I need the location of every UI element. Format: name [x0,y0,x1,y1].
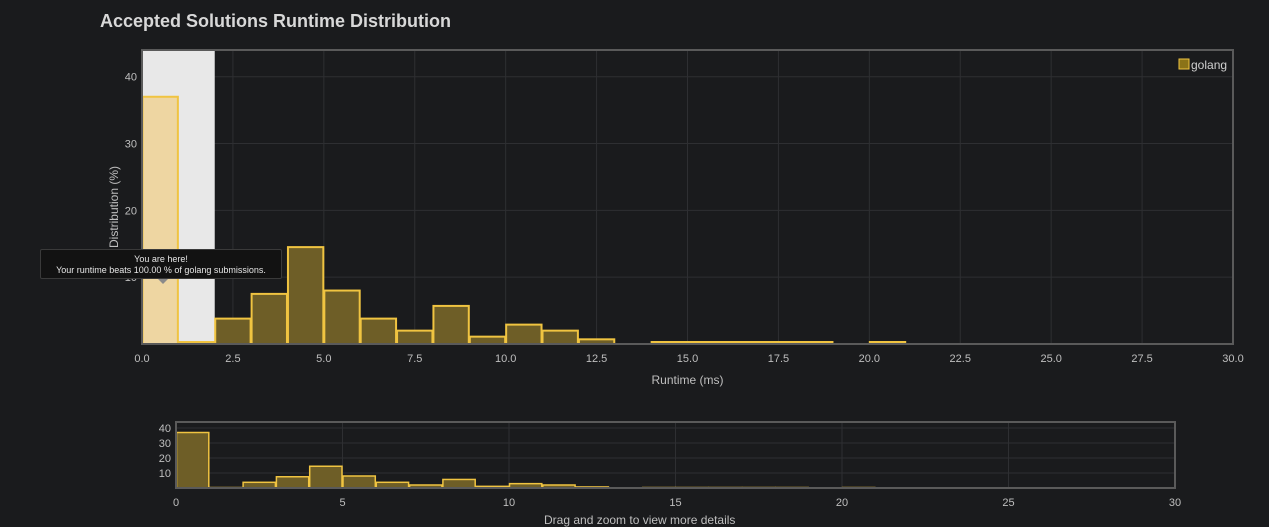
main-bar-8-9ms[interactable] [432,304,470,345]
x-tick-label: 30 [1169,497,1181,509]
x-tick-label: 20 [836,497,848,509]
main-bar-3-4ms[interactable] [250,292,288,345]
main-x-tick-labels: 0.0 2.5 5.0 7.5 10.0 12.5 15.0 17.5 20.0 22.5 25.0… [134,353,1243,365]
navigator-bar-5-6ms[interactable] [342,475,377,489]
main-bar-4-5ms[interactable] [286,246,325,345]
y-tick-label: 40 [125,72,137,84]
x-tick-label: 10 [503,497,515,509]
y-tick-label: 10 [159,468,171,480]
tooltip-heading: You are here! [134,254,188,264]
main-bar-11-12ms[interactable] [541,329,579,345]
x-tick-label: 22.5 [950,353,971,365]
x-tick-label: 27.5 [1131,353,1152,365]
x-tick-label: 20.0 [859,353,880,365]
x-tick-label: 2.5 [225,353,240,365]
main-bar-5-6ms[interactable] [323,289,361,345]
x-tick-label: 10.0 [495,353,516,365]
navigator-x-tick-labels: 0 5 10 15 20 25 30 [173,497,1181,509]
navigator-y-tick-labels: 10 20 30 40 [159,423,171,480]
x-tick-label: 15 [669,497,681,509]
main-bar-2-3ms[interactable] [214,317,252,346]
main-bar-6-7ms[interactable] [359,317,398,346]
legend-label-golang: golang [1191,58,1227,72]
tooltip-body: Your runtime beats 100.00 % of golang su… [56,265,266,275]
x-tick-label: 0 [173,497,179,509]
navigator-bar-8-9ms[interactable] [442,478,476,489]
x-tick-label: 5.0 [316,353,331,365]
main-bar-7-8ms[interactable] [396,329,434,345]
navigator-bar-0-1ms[interactable] [175,431,210,489]
y-tick-label: 20 [159,453,171,465]
main-bars[interactable] [141,95,907,346]
navigator-bar-4-5ms[interactable] [308,465,343,489]
y-tick-label: 20 [125,205,137,217]
x-tick-label: 15.0 [677,353,698,365]
main-bar-0-1ms[interactable] [141,95,179,346]
tooltip-pointer [158,279,168,284]
chart-title: Accepted Solutions Runtime Distribution [100,11,452,31]
y-tick-label: 30 [125,139,137,151]
x-tick-label: 25 [1002,497,1014,509]
x-tick-label: 12.5 [586,353,607,365]
main-plot-frame [141,49,1234,345]
x-tick-label: 25.0 [1040,353,1061,365]
legend-swatch-golang [1178,58,1190,70]
x-tick-label: 30.0 [1222,353,1243,365]
y-tick-label: 40 [159,423,171,435]
x-axis-title: Runtime (ms) [651,373,723,387]
you-are-here-tooltip: You are here! Your runtime beats 100.00 … [40,249,282,279]
main-bar-10-11ms[interactable] [505,323,543,346]
y-tick-label: 30 [159,438,171,450]
x-tick-label: 17.5 [768,353,789,365]
main-bar-9-10ms[interactable] [468,335,507,345]
navigator-bar-3-4ms[interactable] [275,476,310,489]
navigator-frame[interactable] [175,421,1176,489]
navigator-bars[interactable] [175,431,876,489]
x-tick-label: 0.0 [134,353,149,365]
navigator-caption: Drag and zoom to view more details [544,513,736,527]
x-tick-label: 5 [339,497,345,509]
x-tick-label: 7.5 [407,353,422,365]
y-axis-title: Distribution (%) [107,166,121,248]
legend[interactable]: golang [1178,58,1227,72]
